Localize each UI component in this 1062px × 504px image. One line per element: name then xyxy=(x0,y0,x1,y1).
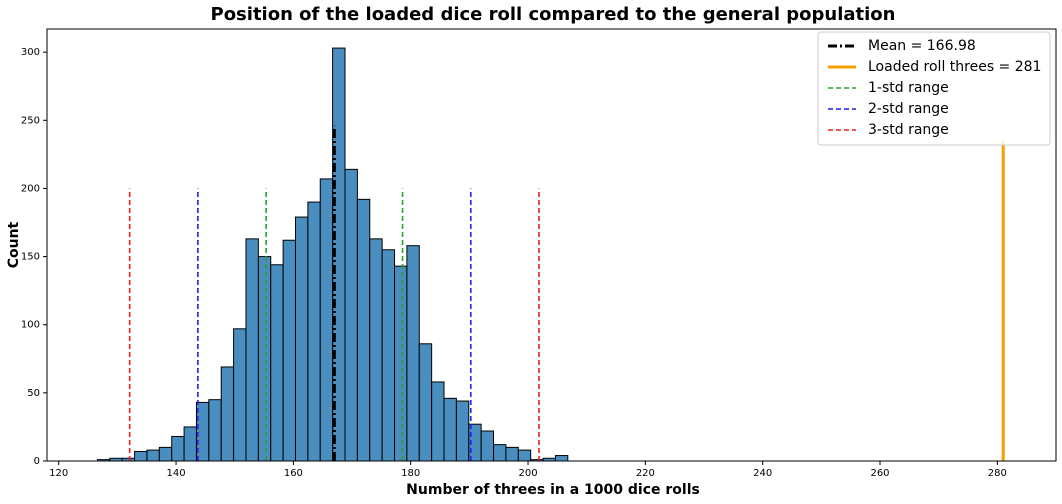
y-tick-label: 150 xyxy=(21,252,40,263)
histogram-bar xyxy=(307,201,321,462)
histogram-bar xyxy=(406,245,420,462)
y-tick-label: 250 xyxy=(21,115,40,126)
x-axis-label: Number of threes in a 1000 dice rolls xyxy=(406,482,700,498)
histogram-bar xyxy=(431,381,445,462)
x-tick-label: 240 xyxy=(753,468,772,479)
x-tick-label: 180 xyxy=(401,468,420,479)
legend-label: Mean = 166.98 xyxy=(868,38,976,54)
histogram-bar xyxy=(134,450,148,462)
histogram-bar xyxy=(171,435,185,462)
histogram-bar xyxy=(418,343,433,462)
x-tick-label: 200 xyxy=(518,468,537,479)
chart-title: Position of the loaded dice roll compare… xyxy=(211,4,896,25)
x-tick-label: 160 xyxy=(284,468,303,479)
histogram-bar xyxy=(294,216,309,462)
histogram-bar xyxy=(505,446,519,462)
histogram-bar xyxy=(455,400,470,462)
histogram-bar xyxy=(493,444,507,462)
plot-frame xyxy=(46,28,1057,462)
y-tick-label: 300 xyxy=(21,47,40,58)
legend-label: Loaded roll threes = 281 xyxy=(868,59,1041,75)
x-tick-label: 280 xyxy=(988,468,1007,479)
histogram-bar xyxy=(369,238,383,462)
histogram-bar xyxy=(517,449,532,462)
histogram-bar xyxy=(554,455,569,462)
legend-label: 2-std range xyxy=(868,101,949,117)
histogram-bar xyxy=(220,366,235,462)
histogram-bar xyxy=(344,168,358,462)
histogram-bar xyxy=(270,264,284,462)
legend-label: 3-std range xyxy=(868,122,949,138)
histogram-bar xyxy=(183,426,197,462)
x-tick-label: 260 xyxy=(870,468,889,479)
histogram-bar xyxy=(480,430,495,462)
histogram-bar xyxy=(245,238,259,462)
legend-box xyxy=(817,31,1051,146)
x-tick-label: 140 xyxy=(167,468,186,479)
x-tick-label: 220 xyxy=(636,468,655,479)
histogram-bar xyxy=(257,256,272,462)
histogram-bar xyxy=(381,249,396,462)
histogram-bar xyxy=(158,446,173,462)
histogram-bar xyxy=(146,449,160,462)
histogram-bar xyxy=(319,178,334,462)
histogram-bar xyxy=(394,265,408,462)
y-tick-label: 0 xyxy=(34,456,40,467)
y-tick-label: 50 xyxy=(27,388,40,399)
histogram-bar xyxy=(233,328,247,462)
x-tick-label: 120 xyxy=(49,468,68,479)
y-axis-label: Count xyxy=(6,221,22,268)
y-tick-label: 100 xyxy=(21,320,40,331)
y-tick-label: 200 xyxy=(21,183,40,194)
histogram-bar xyxy=(443,397,457,462)
legend-label: 1-std range xyxy=(868,80,949,96)
histogram-bar xyxy=(208,399,222,462)
histogram-bar xyxy=(282,239,296,462)
histogram-bar xyxy=(356,198,371,462)
